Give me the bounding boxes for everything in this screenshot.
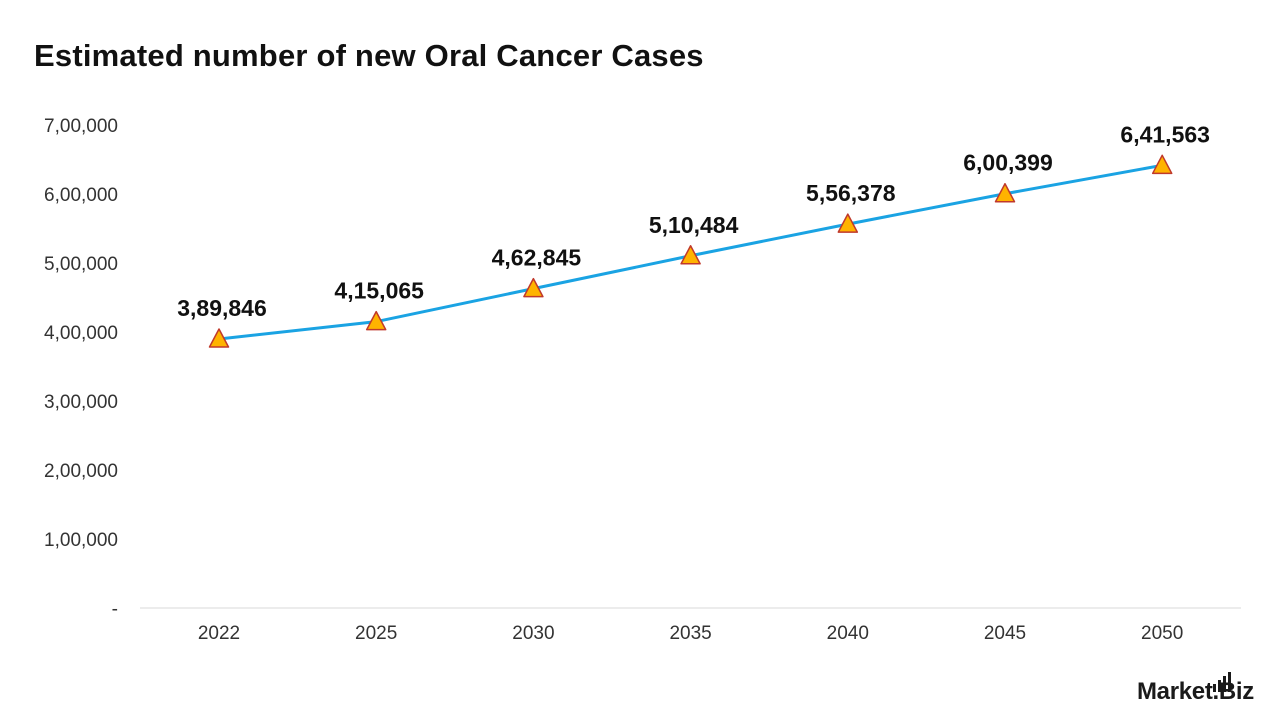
y-tick-label: 4,00,000 bbox=[44, 323, 118, 344]
y-tick-label: 7,00,000 bbox=[44, 116, 118, 137]
logo-bar bbox=[1227, 672, 1231, 692]
y-tick-label: 6,00,000 bbox=[44, 185, 118, 206]
data-point-marker bbox=[837, 213, 859, 233]
x-tick-label: 2030 bbox=[512, 623, 554, 644]
data-label: 6,41,563 bbox=[1120, 121, 1210, 147]
bar-chart-icon bbox=[1212, 672, 1231, 692]
x-tick-label: 2040 bbox=[827, 623, 869, 644]
logo-bar bbox=[1212, 684, 1216, 692]
data-label: 5,10,484 bbox=[649, 212, 739, 238]
logo-bar bbox=[1222, 676, 1226, 692]
data-label: 4,15,065 bbox=[334, 278, 424, 304]
y-tick-label: 1,00,000 bbox=[44, 530, 118, 551]
series-oral-cancer-cases: 3,89,846 4,15,065 4,62,845 5,10,484 5,56,378… bbox=[177, 121, 1210, 348]
y-tick-label: 3,00,000 bbox=[44, 392, 118, 413]
x-tick-label: 2050 bbox=[1141, 623, 1183, 644]
y-axis: - 1,00,000 2,00,000 3,00,000 4,00,000 5,00,00… bbox=[44, 116, 118, 620]
data-point-marker bbox=[208, 328, 230, 348]
data-label: 6,00,399 bbox=[963, 150, 1053, 176]
y-tick-label: 2,00,000 bbox=[44, 461, 118, 482]
data-point-marker bbox=[365, 310, 387, 331]
x-tick-label: 2022 bbox=[198, 623, 240, 644]
logo-bar bbox=[1217, 680, 1221, 692]
data-point-marker bbox=[680, 245, 701, 265]
data-point-marker bbox=[1151, 154, 1173, 175]
data-point-marker bbox=[994, 182, 1016, 203]
brand-name: Market.Biz bbox=[1136, 678, 1254, 705]
chart-title: Estimated number of new Oral Cancer Case… bbox=[34, 38, 704, 73]
y-tick-label: 5,00,000 bbox=[44, 254, 118, 275]
data-label: 3,89,846 bbox=[177, 295, 267, 321]
y-tick-label: - bbox=[112, 599, 118, 620]
x-axis: 2022 2025 2030 2035 2040 2045 2050 bbox=[140, 607, 1241, 644]
data-point-marker bbox=[523, 277, 544, 298]
x-tick-label: 2025 bbox=[355, 623, 397, 644]
data-label: 4,62,845 bbox=[492, 245, 582, 271]
data-label: 5,56,378 bbox=[806, 180, 896, 206]
brand-logo: Market.Biz bbox=[1136, 672, 1254, 706]
x-tick-label: 2045 bbox=[984, 623, 1026, 644]
x-tick-label: 2035 bbox=[669, 623, 711, 644]
